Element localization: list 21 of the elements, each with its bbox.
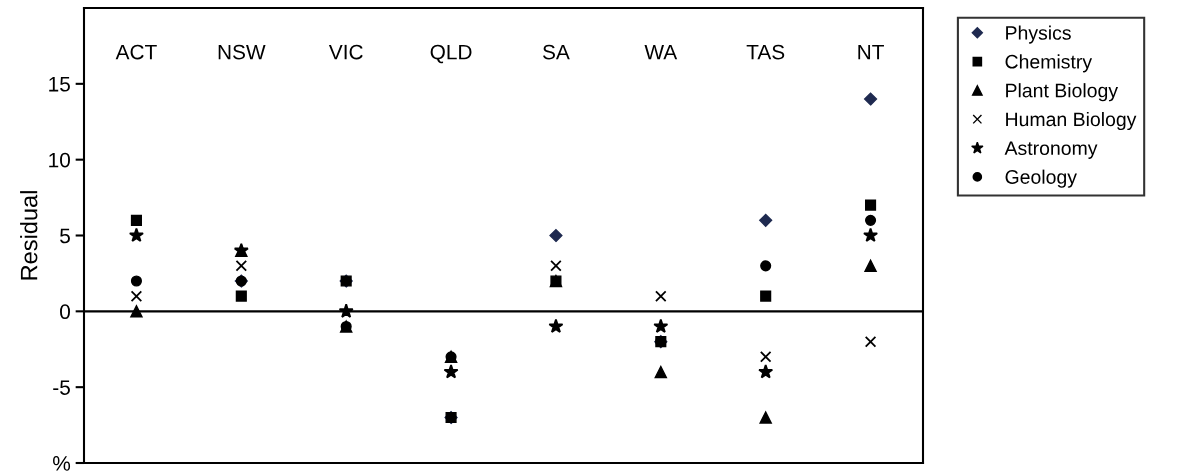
y-tick-label: 15: [49, 77, 70, 92]
y-tick-label: %: [53, 456, 71, 471]
x-tick-label: SA: [542, 44, 570, 60]
x-tick-label: WA: [644, 44, 678, 60]
y-tick-label: 10: [49, 152, 70, 168]
x-tick-label: VIC: [328, 44, 363, 60]
legend-label: Human Biology: [1006, 111, 1137, 131]
x-tick-label: QLD: [430, 44, 472, 64]
legend-label: Physics: [1006, 25, 1071, 44]
y-tick-label: 5: [60, 228, 70, 244]
y-axis-title: Residual: [20, 191, 38, 280]
x-tick-label: TAS: [746, 44, 785, 60]
legend-label: Chemistry: [1005, 54, 1093, 73]
x-tick-label: ACT: [115, 44, 157, 60]
x-tick-label: NT: [858, 44, 884, 60]
y-tick-label: 0: [60, 304, 70, 320]
legend-label: Geology: [1005, 169, 1077, 188]
x-tick-label: NSW: [218, 44, 266, 60]
legend-label: Plant Biology: [1006, 83, 1119, 102]
legend-label: Astronomy: [1004, 141, 1098, 159]
y-tick-label: -5: [53, 380, 70, 395]
